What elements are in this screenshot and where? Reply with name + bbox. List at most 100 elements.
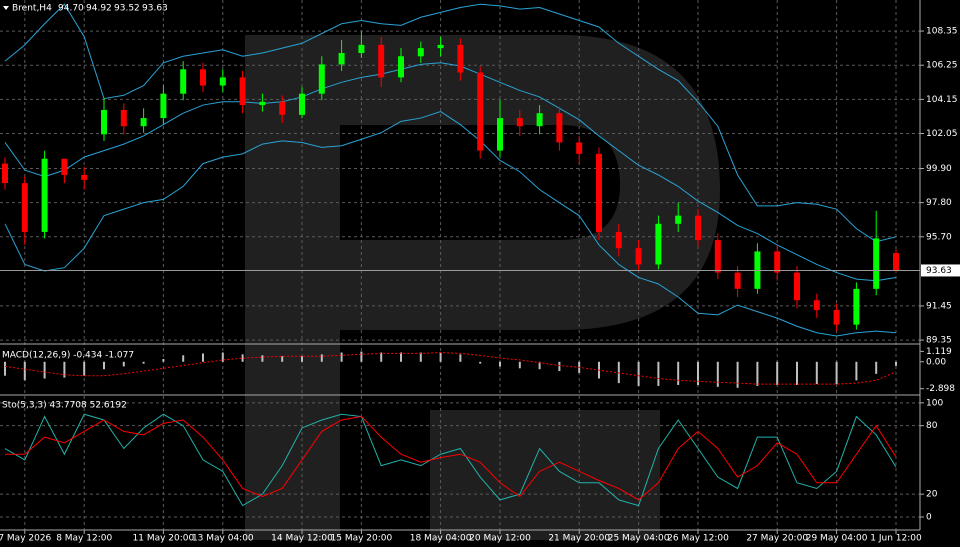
stochastic-main [4, 413, 897, 507]
x-tick-label: 7 May 2026 [0, 534, 52, 544]
candle-body [41, 158, 48, 232]
x-tick-label: 18 May 04:00 [410, 534, 472, 544]
x-tick-label: 29 May 04:00 [806, 534, 868, 544]
y-tick-label: 106.25 [926, 61, 958, 71]
macd-bar [23, 361, 26, 381]
macd-bar [43, 361, 46, 379]
x-tick-label: 14 May 12:00 [271, 534, 333, 544]
current-price-label: 93.63 [926, 266, 952, 276]
candle-body [833, 309, 840, 325]
bollinger-lower [4, 111, 897, 337]
y-tick-label: 80 [926, 421, 938, 431]
candle-body [299, 93, 305, 115]
y-tick-label: 0 [926, 513, 932, 523]
macd-bar [182, 355, 185, 362]
candle-body [358, 44, 365, 54]
macd-bar [380, 352, 383, 362]
x-tick-label: 15 May 20:00 [331, 534, 393, 544]
macd-bar [637, 361, 640, 386]
macd-bar [439, 352, 442, 362]
candle-body [279, 101, 286, 115]
macd-bar [202, 353, 204, 362]
candle-body [497, 118, 503, 151]
y-tick-label: 97.80 [926, 198, 952, 208]
x-tick-label: 8 May 12:00 [56, 534, 112, 544]
candle-body [140, 118, 147, 127]
y-tick-label: 95.70 [926, 232, 952, 242]
macd-bar [677, 361, 680, 385]
ohlc-open: 94.70 [58, 4, 84, 14]
candle-body [160, 93, 167, 119]
y-tick-label: 102.05 [926, 129, 958, 139]
macd-signal [4, 352, 897, 385]
candle-body [2, 163, 8, 184]
watermark [245, 35, 720, 540]
candle-body [437, 44, 444, 49]
macd-bar [796, 361, 798, 385]
y-tick-label: 100 [926, 398, 943, 408]
candle-body [61, 158, 68, 175]
candle-body [675, 215, 682, 224]
candle-body [893, 253, 899, 271]
macd-bar [518, 361, 521, 369]
candle-body [635, 248, 642, 265]
ohlc-low: 93.52 [114, 4, 140, 14]
candle-body [120, 109, 127, 127]
x-tick-label: 11 May 20:00 [133, 534, 195, 544]
candle-body [536, 113, 543, 127]
x-tick-label: 25 May 04:00 [608, 534, 670, 544]
candle-body [655, 223, 662, 265]
macd-bar [657, 361, 660, 386]
candle-body [219, 77, 226, 86]
x-tick-label: 27 May 20:00 [746, 534, 808, 544]
candle-body [695, 215, 701, 241]
macd-bar [281, 356, 284, 362]
macd-bar [400, 352, 402, 362]
macd-bar [815, 361, 818, 385]
macd-bar [538, 361, 541, 370]
macd-bar [63, 361, 66, 378]
macd-bar [855, 361, 858, 381]
y-tick-label: 89.35 [926, 336, 952, 346]
macd-bar [221, 352, 224, 362]
candle-body [398, 56, 404, 78]
macd-bar [360, 351, 363, 362]
candle-body [853, 288, 860, 325]
macd-bar [241, 354, 244, 362]
candle-body [180, 69, 187, 94]
candle-body [734, 272, 741, 289]
macd-bar [142, 361, 145, 364]
y-tick-label: 99.90 [926, 164, 952, 174]
bollinger-middle [4, 62, 897, 282]
candle-body [813, 300, 820, 310]
candle-body [576, 142, 583, 154]
macd-bar [558, 361, 561, 372]
candle-body [239, 77, 246, 106]
macd-bar [301, 356, 303, 362]
candle-body [516, 118, 523, 127]
x-tick-label: 13 May 04:00 [192, 534, 254, 544]
macd-bar [340, 352, 343, 362]
y-tick-label: 20 [926, 490, 938, 500]
candle-body [259, 101, 266, 106]
y-tick-label: -2.898 [926, 384, 955, 394]
macd-bar [122, 361, 125, 367]
candle-body [794, 272, 800, 301]
candle-body [417, 48, 424, 57]
stochastic-signal [5, 416, 897, 501]
y-tick-label: 0.00 [926, 357, 946, 367]
macd-bar [697, 361, 699, 385]
candle-body [774, 251, 781, 273]
macd-bar [736, 361, 739, 388]
macd-bar [875, 361, 878, 374]
macd-bar [103, 361, 105, 370]
stochastic-label: Sto(5,3,3) 43.7708 52.6192 [2, 401, 127, 411]
bollinger-upper [4, 3, 897, 243]
current-price-box [921, 264, 960, 277]
x-tick-label: 26 May 12:00 [667, 534, 729, 544]
menu-arrow[interactable] [3, 6, 9, 10]
macd-bar [4, 361, 6, 376]
y-tick-label: 91.45 [926, 301, 952, 311]
candle-body [873, 238, 880, 289]
